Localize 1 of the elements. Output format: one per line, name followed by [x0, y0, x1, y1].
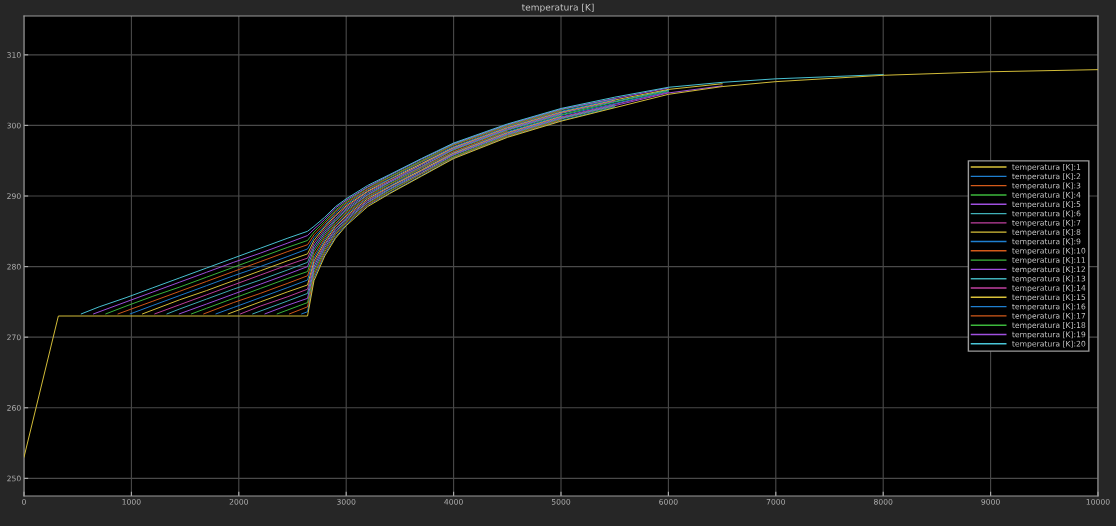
chart-title: temperatura [K]: [521, 3, 594, 13]
